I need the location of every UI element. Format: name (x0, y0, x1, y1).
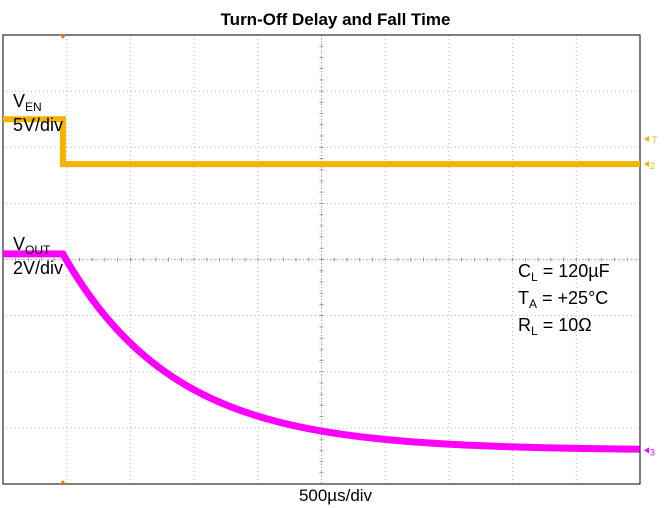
ven-name-sub: EN (25, 100, 42, 114)
channel-2-label: 2 (650, 161, 655, 171)
ven-label: VEN (13, 90, 42, 114)
annotation-rl-sub: L (531, 324, 538, 338)
x-axis-label: 500µs/div (298, 486, 373, 505)
vout-trace (3, 250, 640, 453)
channel-3-arrow (644, 447, 649, 454)
channel-3-label: 3 (650, 447, 655, 457)
annotation-ta: TA = +25°C (518, 287, 608, 311)
trigger-position-marker-bottom (59, 480, 66, 484)
channel-2-arrow (644, 161, 649, 168)
chart-title: Turn-Off Delay and Fall Time (220, 10, 451, 29)
plot-frame (2, 34, 641, 485)
traces (3, 116, 640, 453)
vout-name: V (13, 234, 26, 254)
ven-name: V (13, 91, 26, 111)
annotation-rl-value: = 10Ω (537, 315, 592, 335)
annotation-ta-value: = +25°C (537, 288, 609, 308)
grid (2, 34, 641, 485)
channel-markers: T 2 3 (644, 135, 658, 457)
annotation-cl-value: = 120µF (537, 261, 610, 281)
annotation-cl-sub: L (531, 270, 538, 284)
ven-scale: 5V/div (13, 115, 64, 135)
trigger-position-marker-top (59, 35, 66, 39)
annotation-rl-main: R (518, 315, 531, 335)
trigger-level-label: T (652, 135, 658, 145)
annotation-cl: CL = 120µF (518, 260, 610, 284)
annotation-ta-main: T (518, 288, 529, 308)
vout-label: VOUT (13, 233, 50, 257)
vout-name-sub: OUT (25, 243, 51, 257)
trigger-level-arrow (644, 135, 649, 142)
annotation-ta-sub: A (529, 297, 538, 311)
vout-scale: 2V/div (13, 258, 64, 278)
ven-trace (3, 116, 640, 168)
annotation-rl: RL = 10Ω (518, 314, 592, 338)
annotation-cl-main: C (518, 261, 531, 281)
